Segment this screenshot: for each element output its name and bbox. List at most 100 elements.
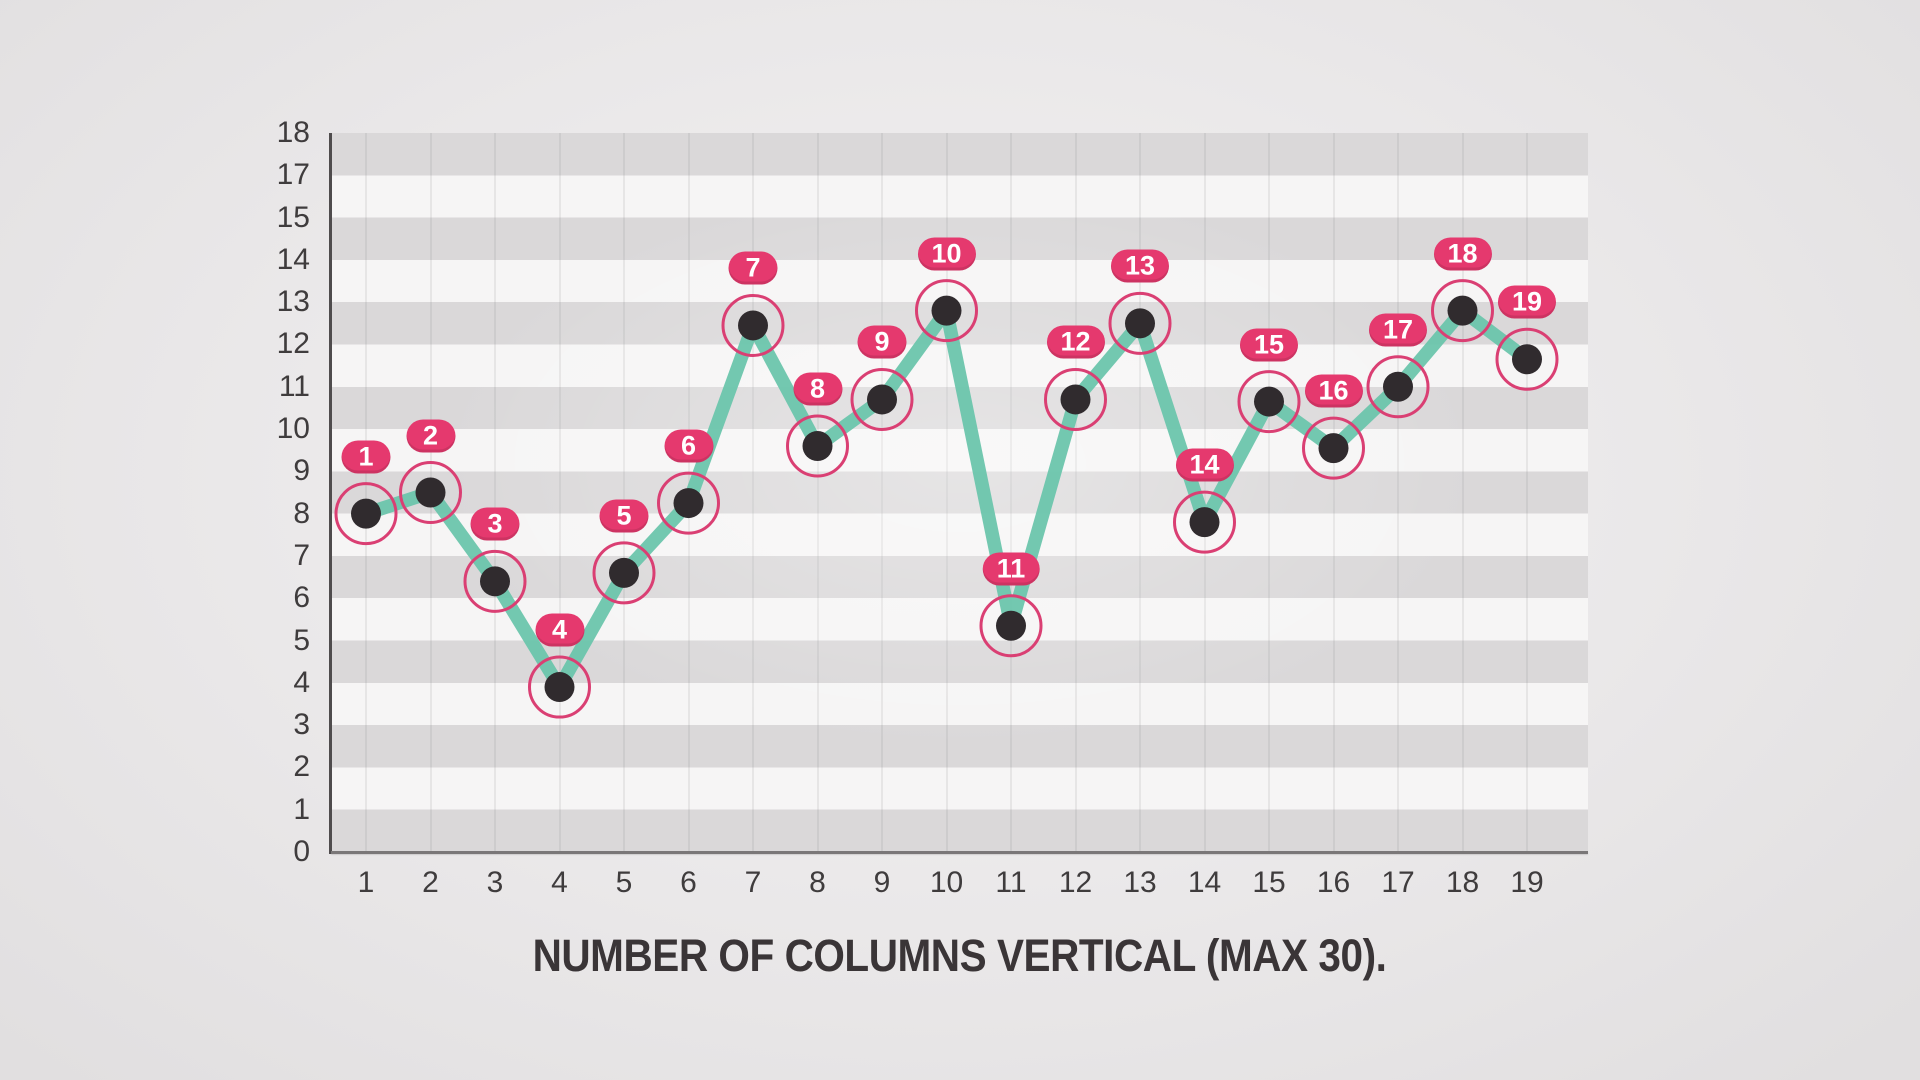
line-series: [334, 279, 1559, 719]
point-badge: 2: [406, 419, 455, 452]
point-badge: 4: [535, 613, 584, 647]
y-tick-label: 4: [293, 665, 310, 699]
x-tick-label: 12: [1058, 866, 1093, 899]
y-tick-label: 5: [293, 623, 310, 657]
point-badge: 14: [1175, 448, 1234, 482]
x-tick-label: 5: [615, 866, 633, 899]
x-tick-label: 18: [1445, 866, 1480, 899]
data-point: [415, 477, 446, 508]
point-badge: 7: [728, 251, 778, 285]
x-tick-label: 2: [422, 866, 439, 899]
x-tick-label: 14: [1187, 866, 1222, 899]
point-ring: [399, 461, 462, 524]
x-tick-label: 3: [486, 866, 504, 899]
vertical-gridline: [1526, 133, 1528, 852]
point-ring: [463, 549, 527, 613]
point-ring: [721, 293, 785, 357]
vertical-gridline: [1268, 133, 1270, 852]
vertical-gridline: [1397, 133, 1399, 852]
vertical-gridline: [558, 133, 561, 852]
point-badge: 16: [1304, 374, 1363, 408]
y-tick-label: 10: [276, 412, 310, 446]
vertical-gridline: [494, 133, 496, 852]
point-ring: [1173, 490, 1236, 554]
vertical-gridline: [1139, 133, 1141, 852]
x-tick-label: 4: [551, 866, 568, 899]
y-tick-label: 14: [276, 242, 310, 276]
vertical-gridline: [1461, 133, 1464, 852]
y-tick-label: 17: [276, 158, 310, 192]
x-tick-label: 15: [1252, 866, 1286, 899]
x-tick-label: 10: [929, 866, 964, 899]
x-tick-label: 1: [357, 866, 375, 899]
point-ring: [915, 279, 978, 343]
x-axis-tick-labels: 1 2 3 4 5 6 7 8 9 10 11 12 13 14 15 16 17 18 19: [331, 864, 1588, 904]
vertical-gridline: [881, 133, 883, 852]
point-ring: [1044, 367, 1107, 431]
x-tick-label: 7: [744, 866, 762, 899]
point-ring: [528, 655, 591, 719]
data-point: [1254, 386, 1284, 417]
data-point: [867, 384, 897, 415]
y-tick-label: 7: [293, 538, 310, 572]
vertical-gridline: [365, 133, 367, 852]
point-ring: [1108, 291, 1172, 355]
point-badge: 13: [1110, 249, 1170, 283]
data-point: [609, 557, 639, 588]
point-badge: 17: [1368, 313, 1428, 347]
y-tick-label: 9: [293, 454, 310, 488]
data-point: [1383, 371, 1413, 402]
point-ring: [1302, 416, 1365, 480]
vertical-gridline: [752, 133, 754, 852]
point-ring: [592, 541, 656, 605]
y-tick-label: 15: [276, 200, 310, 234]
y-tick-label: 2: [293, 750, 310, 784]
y-tick-label: 18: [276, 116, 310, 149]
x-tick-label: 17: [1381, 866, 1415, 899]
data-point: [1318, 433, 1349, 464]
point-badge: 9: [857, 325, 907, 359]
chart-title: NUMBER OF COLUMNS VERTICAL (MAX 30).: [532, 930, 1387, 981]
x-tick-label: 8: [809, 866, 826, 899]
point-badge: 3: [470, 507, 520, 541]
point-ring: [334, 482, 398, 546]
point-badge: 11: [982, 552, 1040, 586]
point-badge: 1: [341, 440, 391, 474]
point-ring: [979, 594, 1043, 658]
point-badge: 15: [1239, 328, 1299, 362]
y-tick-label: 3: [293, 708, 310, 742]
data-point: [1189, 507, 1220, 538]
vertical-gridline: [1010, 133, 1012, 852]
y-tick-label: 0: [293, 835, 310, 868]
y-tick-label: 1: [293, 792, 310, 826]
data-point: [673, 488, 704, 519]
data-point: [931, 295, 962, 326]
y-tick-label: 6: [293, 581, 310, 615]
data-point: [544, 672, 575, 703]
data-point: [1060, 384, 1091, 415]
vertical-gridline: [1332, 133, 1335, 852]
y-axis-tick-labels: 18 17 15 14 13 12 11 10 9 8 7 6 5 4 3 2 1 0: [230, 116, 310, 868]
y-tick-label: 13: [276, 285, 310, 319]
data-point: [1512, 344, 1542, 375]
data-point: [1125, 308, 1155, 339]
plot-area: 1 2 3 4 5 6 7 8 9 10 11 12 13 14 15 16 17 18 19: [329, 133, 1588, 854]
x-axis-line: [331, 851, 1588, 854]
y-axis-line: [329, 133, 332, 854]
data-point: [996, 610, 1026, 641]
data-point: [802, 430, 833, 461]
x-tick-label: 19: [1510, 866, 1544, 899]
point-ring: [1495, 327, 1559, 391]
point-badge: 12: [1046, 325, 1105, 359]
data-point: [480, 566, 510, 597]
x-tick-label: 13: [1123, 866, 1157, 899]
point-badge: 8: [793, 372, 842, 406]
point-ring: [1366, 355, 1430, 419]
x-tick-label: 16: [1316, 866, 1351, 899]
y-tick-label: 11: [278, 369, 310, 403]
vertical-gridline: [623, 133, 625, 852]
point-ring: [850, 367, 914, 431]
y-tick-label: 8: [293, 496, 310, 530]
data-point: [738, 310, 768, 341]
data-point: [351, 498, 381, 529]
